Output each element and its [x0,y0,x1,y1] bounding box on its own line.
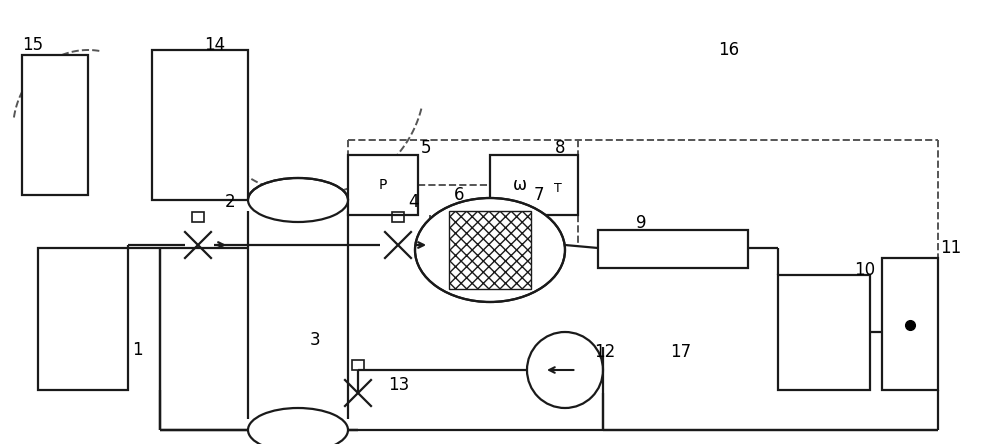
Text: 7: 7 [534,186,544,204]
Text: 11: 11 [940,239,961,257]
Bar [882,258,938,390]
Bar [598,230,748,268]
Bar [22,55,88,195]
Bar [152,50,248,200]
Bar [352,361,364,370]
Bar [778,275,870,390]
Ellipse shape [415,198,565,302]
Text: 3: 3 [310,331,321,349]
Ellipse shape [248,178,348,222]
Bar [38,248,128,390]
Bar [449,211,531,289]
Text: 5: 5 [421,139,432,157]
Text: 12: 12 [594,343,615,361]
Ellipse shape [248,408,348,444]
Bar [192,213,204,222]
Text: 13: 13 [388,376,409,394]
Text: ω: ω [513,176,527,194]
Text: 1: 1 [132,341,143,359]
Bar [490,155,578,215]
Text: 4: 4 [408,193,418,211]
Text: 14: 14 [204,36,225,54]
Text: 15: 15 [22,36,43,54]
Text: 17: 17 [670,343,691,361]
Text: T: T [554,182,562,194]
Text: 10: 10 [854,261,875,279]
Text: P: P [379,178,387,192]
Text: 16: 16 [718,41,739,59]
Text: 6: 6 [454,186,464,204]
Text: 9: 9 [636,214,646,232]
Bar [348,155,418,215]
Text: 8: 8 [555,139,566,157]
Bar [392,213,404,222]
Text: 2: 2 [225,193,236,211]
